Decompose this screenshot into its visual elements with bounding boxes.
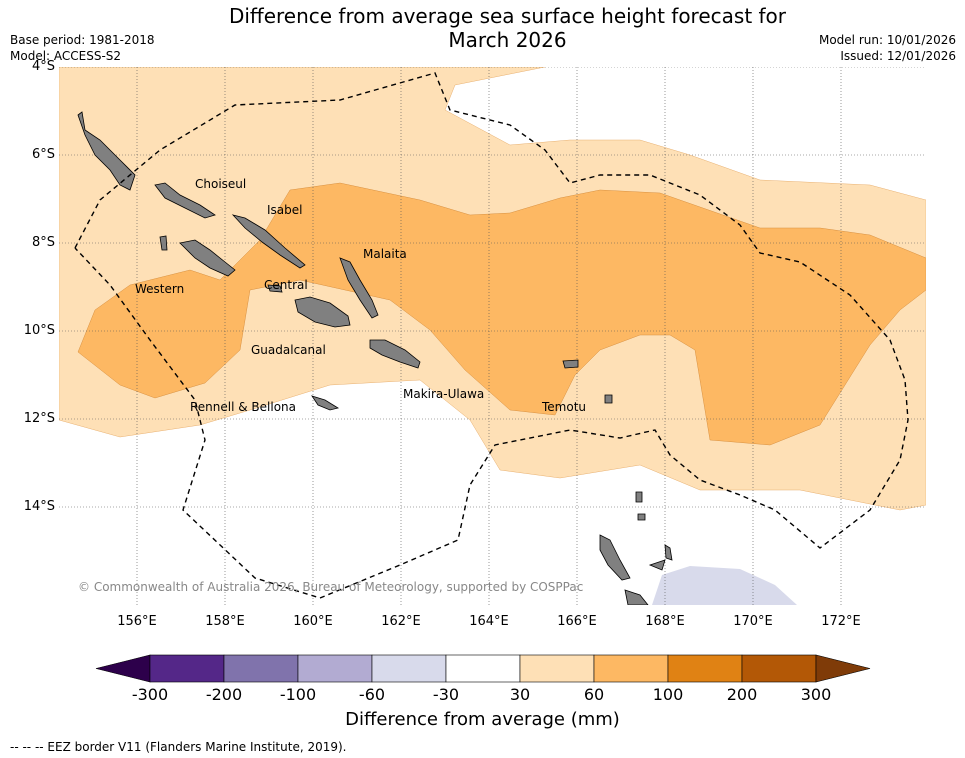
place-label: Isabel — [267, 203, 303, 217]
colorbar-tick: -30 — [432, 685, 460, 704]
colorbar-tick: 200 — [726, 685, 758, 704]
colorbar-cell — [223, 654, 299, 683]
colorbar-cell — [297, 654, 373, 683]
colorbar-tick: -200 — [205, 685, 243, 704]
map — [59, 67, 926, 605]
lon-tick: 156°E — [117, 614, 157, 629]
colorbar-cell — [741, 654, 817, 683]
lon-tick: 160°E — [293, 614, 333, 629]
place-label: Makira-Ulawa — [403, 387, 485, 401]
copyright-credit: © Commonwealth of Australia 2026, Bureau… — [78, 580, 584, 594]
lon-tick: 158°E — [205, 614, 245, 629]
lon-tick: 166°E — [557, 614, 597, 629]
place-label: Choiseul — [195, 177, 247, 191]
colorbar-tick: -100 — [279, 685, 317, 704]
colorbar-cell — [371, 654, 447, 683]
eez-border — [74, 72, 909, 599]
colorbar-tick: 300 — [800, 685, 832, 704]
islands — [77, 111, 673, 605]
colorbar-over-triangle — [815, 654, 871, 683]
colorbar-tick: 60 — [583, 685, 605, 704]
lon-tick: 162°E — [381, 614, 421, 629]
colorbar-tick: -300 — [131, 685, 169, 704]
colorbar-cell — [593, 654, 669, 683]
eez-legend-note: -- -- -- EEZ border V11 (Flanders Marine… — [10, 740, 347, 754]
figure-title: Difference from average sea surface heig… — [228, 4, 787, 52]
colorbar-cell — [445, 654, 521, 683]
place-label: Rennell & Bellona — [190, 400, 297, 414]
lon-tick: 170°E — [733, 614, 773, 629]
gridlines — [59, 67, 926, 605]
lat-tick: 12°S — [23, 411, 55, 426]
place-label: Western — [135, 282, 185, 296]
lat-tick: 6°S — [31, 147, 55, 162]
colorbar-cell — [667, 654, 743, 683]
place-label: Malaita — [363, 247, 407, 261]
place-label: Temotu — [542, 400, 587, 414]
colorbar-under-triangle — [95, 654, 151, 683]
colorbar — [95, 654, 871, 683]
colorbar-label: Difference from average (mm) — [345, 709, 620, 730]
place-label: Guadalcanal — [251, 343, 326, 357]
colorbar-cell — [149, 654, 225, 683]
place-label: Central — [264, 278, 308, 292]
lat-tick: 4°S — [31, 59, 55, 74]
colorbar-tick: 100 — [652, 685, 684, 704]
colorbar-tick: 30 — [509, 685, 531, 704]
base-info: Base period: 1981-2018 Model: ACCESS-S2 — [10, 33, 155, 63]
lon-tick: 168°E — [645, 614, 685, 629]
lat-tick: 10°S — [23, 323, 55, 338]
lat-tick: 14°S — [23, 499, 55, 514]
colorbar-tick: -60 — [358, 685, 386, 704]
anomaly-60-100-region — [77, 182, 926, 446]
lon-tick: 164°E — [469, 614, 509, 629]
lat-tick: 8°S — [31, 235, 55, 250]
lon-tick: 172°E — [821, 614, 861, 629]
anomaly-neg60-neg30-region — [652, 566, 797, 605]
colorbar-cell — [519, 654, 595, 683]
run-info: Model run: 10/01/2026 Issued: 12/01/2026 — [818, 33, 956, 63]
